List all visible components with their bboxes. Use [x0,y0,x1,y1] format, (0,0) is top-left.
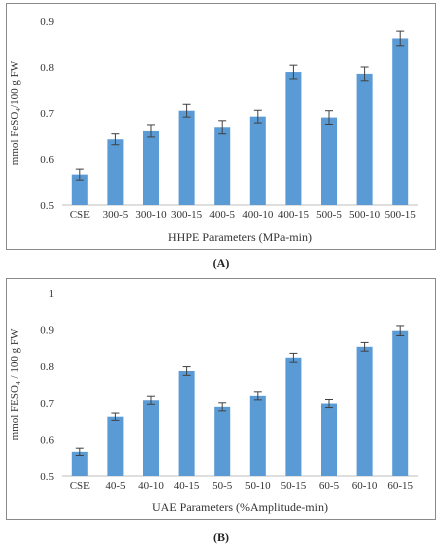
chart-b: 0.5 0.6 0.7 0.8 0.9 1 CSE 40-5 40-10 40-15 50-5 50-… [9,288,418,514]
bar-b-7 [320,403,338,476]
y-tick-label-a-0: 0.5 [40,200,54,212]
x-tick-label-a-8: 500-10 [349,209,381,221]
x-tick-label-a-9: 500-15 [385,209,417,221]
bar-a-8 [356,73,373,206]
bar-a-1 [107,139,124,205]
bar-a-7 [320,117,338,205]
bar-b-1 [107,416,124,476]
bar-b-2 [142,400,160,476]
x-tick-label-a-3: 300-15 [171,209,203,221]
y-tick-label-b-4: 0.9 [40,325,54,337]
y-axis-title-b: mmol FESO₄ / 100 g FW [9,328,21,440]
x-tick-label-a-7: 500-5 [316,209,342,221]
x-tick-label-a-1: 300-5 [103,209,129,221]
bar-a-9 [392,38,409,206]
bar-b-6 [285,357,302,476]
y-tick-label-b-0: 0.5 [40,471,54,483]
x-tick-label-b-7: 60-5 [319,480,340,492]
x-tick-label-b-3: 40-15 [174,480,200,492]
panel-label-b: (B) [213,530,229,544]
bar-b-9 [392,330,409,476]
bar-a-3 [178,110,195,205]
x-tick-label-a-6: 400-15 [278,209,310,221]
y-axis-title-a: mmol FeSO₄/100 g FW [9,60,21,165]
x-tick-label-b-2: 40-10 [138,480,164,492]
y-tick-label-a-4: 0.9 [40,16,54,28]
x-tick-label-b-8: 60-10 [352,480,378,492]
y-tick-label-b-3: 0.8 [40,361,54,373]
chart-a: 0.5 0.6 0.7 0.8 0.9 CSE 300-5 300-10 300-15 400-5… [9,16,418,244]
bar-b-4 [214,406,231,476]
x-tick-label-b-9: 60-15 [387,480,413,492]
y-tick-label-b-2: 0.7 [40,398,54,410]
x-tick-label-b-4: 50-5 [212,480,233,492]
bar-a-0 [71,174,88,205]
panel-label-a: (A) [212,256,230,270]
y-tick-label-a-3: 0.8 [40,62,54,74]
x-tick-label-a-0: CSE [70,209,90,221]
y-tick-label-b-1: 0.6 [40,434,54,446]
x-tick-label-b-6: 50-15 [281,480,307,492]
bar-a-6 [285,72,302,205]
x-tick-label-a-5: 400-10 [242,209,274,221]
bar-a-5 [249,116,266,205]
x-axis-title-b: UAE Parameters (%Amplitude-min) [152,500,328,514]
y-tick-label-b-5: 1 [49,288,55,300]
x-tick-label-b-0: CSE [70,480,90,492]
y-tick-label-a-2: 0.7 [40,108,54,120]
x-axis-title-a: HHPE Parameters (MPa-min) [168,230,312,244]
bar-b-0 [71,451,88,476]
x-tick-label-a-2: 300-10 [135,209,167,221]
x-tick-label-a-4: 400-5 [209,209,235,221]
y-tick-label-a-1: 0.6 [40,154,54,166]
bar-a-2 [142,130,160,205]
x-tick-label-b-1: 40-5 [105,480,126,492]
bar-a-4 [214,127,231,205]
x-tick-label-b-5: 50-10 [245,480,271,492]
bar-b-5 [249,395,266,476]
bar-b-8 [356,346,373,476]
bar-b-3 [178,370,195,476]
